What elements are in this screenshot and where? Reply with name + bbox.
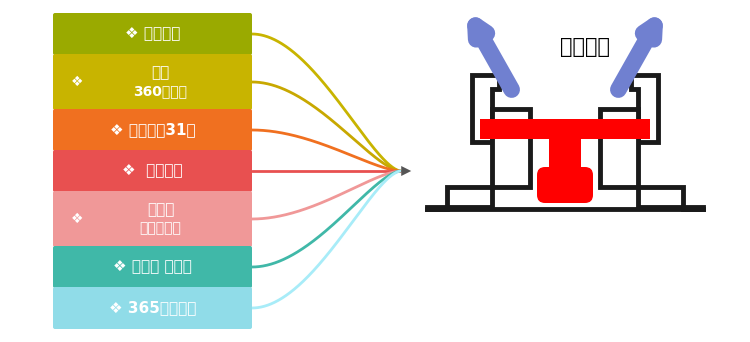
Text: 软塞: 软塞 <box>152 66 170 80</box>
Text: ❖: ❖ <box>70 212 83 226</box>
Text: ❖  专利技术: ❖ 专利技术 <box>122 163 183 179</box>
Text: 单向抽气口: 单向抽气口 <box>140 221 182 235</box>
Polygon shape <box>427 187 492 209</box>
Polygon shape <box>480 119 650 139</box>
Text: ❖ 365天不漏气: ❖ 365天不漏气 <box>109 301 196 316</box>
Text: ❖ 升级气阀: ❖ 升级气阀 <box>124 26 180 41</box>
Text: ❖ 软胶加厕31倍: ❖ 软胶加厕31倍 <box>110 122 195 137</box>
FancyBboxPatch shape <box>537 167 593 203</box>
Text: 360度覆盖: 360度覆盖 <box>134 84 188 98</box>
FancyBboxPatch shape <box>53 246 252 288</box>
Polygon shape <box>492 109 530 187</box>
FancyBboxPatch shape <box>53 191 252 247</box>
Polygon shape <box>472 75 499 142</box>
FancyBboxPatch shape <box>53 287 252 329</box>
FancyBboxPatch shape <box>53 109 252 151</box>
Text: 单向导气: 单向导气 <box>560 37 610 57</box>
FancyBboxPatch shape <box>53 13 252 55</box>
Polygon shape <box>631 75 658 142</box>
Polygon shape <box>530 187 600 209</box>
Polygon shape <box>549 139 581 185</box>
Polygon shape <box>638 187 703 209</box>
FancyBboxPatch shape <box>53 150 252 192</box>
Text: ❖: ❖ <box>70 75 83 89</box>
Text: ❖ 无缝隙 不漏气: ❖ 无缝隙 不漏气 <box>113 260 192 275</box>
Polygon shape <box>600 109 638 187</box>
FancyBboxPatch shape <box>53 54 252 110</box>
Text: 一体式: 一体式 <box>147 202 174 218</box>
